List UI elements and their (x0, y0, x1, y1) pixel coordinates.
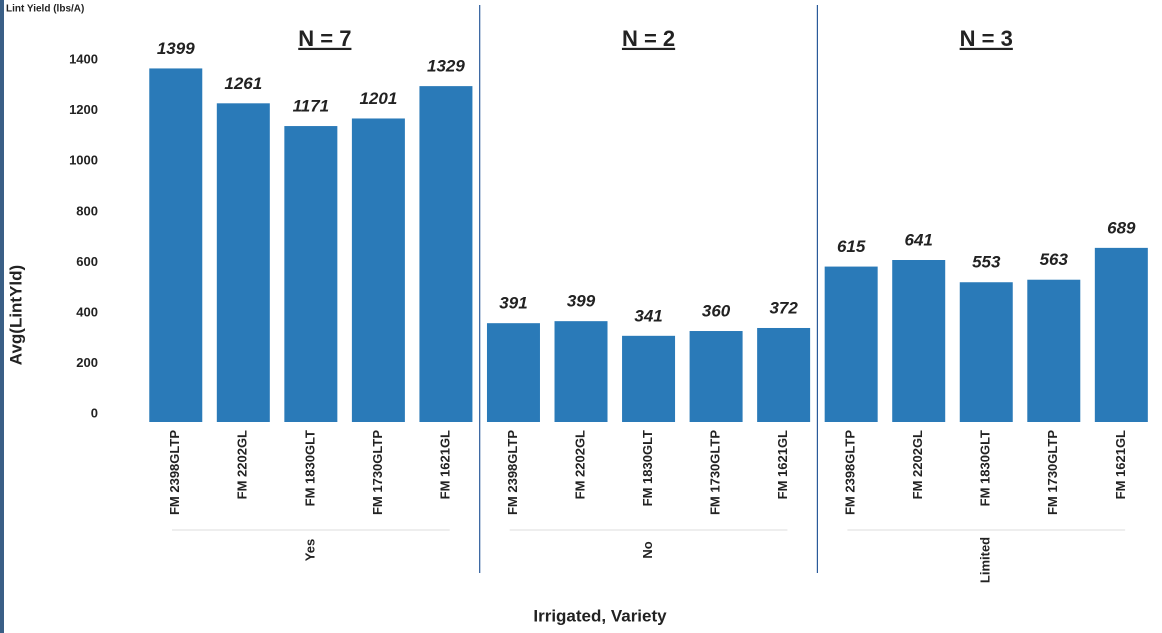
x-axis-title: Irrigated, Variety (533, 606, 667, 625)
group-label: Limited (978, 537, 993, 583)
panel-annotation: N = 2 (622, 26, 675, 51)
x-tick-label: FM 2398GLTP (167, 430, 182, 515)
x-tick-label: FM 1730GLTP (1045, 430, 1060, 515)
x-tick-label: FM 1830GLT (640, 430, 655, 506)
y-tick-label: 1400 (69, 52, 98, 67)
data-label: 399 (567, 292, 596, 311)
data-label: 341 (634, 306, 662, 325)
x-tick-label: FM 2202GL (235, 430, 250, 499)
bar (824, 266, 878, 422)
y-tick-label: 800 (76, 203, 98, 218)
x-tick-label: FM 1621GL (437, 430, 452, 499)
bar (284, 126, 338, 422)
y-tick-label: 0 (91, 405, 98, 420)
data-label: 553 (972, 253, 1001, 272)
data-label: 360 (702, 302, 731, 321)
data-label: 563 (1040, 250, 1069, 269)
bar (486, 323, 540, 422)
bar (351, 118, 405, 422)
bar (216, 103, 270, 422)
edge-strip (0, 0, 4, 633)
group-label: No (640, 541, 655, 558)
y-tick-label: 400 (76, 304, 98, 319)
x-tick-label: FM 1830GLT (302, 430, 317, 506)
bar (149, 68, 203, 423)
bar (622, 335, 676, 422)
x-tick-label: FM 1830GLT (978, 430, 993, 506)
x-tick-label: FM 1621GL (1113, 430, 1128, 499)
data-label: 689 (1107, 218, 1136, 237)
bar (689, 331, 743, 422)
data-label: 1329 (427, 57, 465, 76)
x-tick-label: FM 1621GL (775, 430, 790, 499)
data-label: 372 (769, 298, 798, 317)
y-tick-label: 1000 (69, 153, 98, 168)
y-tick-label: 200 (76, 355, 98, 370)
x-tick-label: FM 2202GL (910, 430, 925, 499)
bar (757, 327, 811, 422)
panel-annotation: N = 3 (960, 26, 1013, 51)
group-label: Yes (302, 539, 317, 561)
x-tick-label: FM 1730GLTP (708, 430, 723, 515)
chart-title: Lint Yield (lbs/A) (6, 4, 84, 15)
x-tick-label: FM 1730GLTP (370, 430, 385, 515)
data-label: 1201 (359, 89, 397, 108)
panel-annotation: N = 7 (298, 26, 351, 51)
y-axis-title: Avg(LintYld) (6, 265, 25, 365)
bar (892, 260, 946, 422)
data-label: 615 (837, 237, 866, 256)
data-label: 1399 (157, 39, 195, 58)
data-label: 391 (499, 294, 527, 313)
y-tick-label: 1200 (69, 102, 98, 117)
data-label: 641 (905, 230, 933, 249)
x-tick-label: FM 2202GL (572, 430, 587, 499)
bar (419, 86, 473, 422)
y-tick-label: 600 (76, 254, 98, 269)
data-label: 1171 (293, 97, 330, 116)
x-tick-label: FM 2398GLTP (843, 430, 858, 515)
data-label: 1261 (224, 74, 262, 93)
bar (1094, 247, 1148, 422)
bar (1027, 279, 1081, 422)
x-tick-label: FM 2398GLTP (505, 430, 520, 515)
bar (959, 282, 1013, 422)
bar (554, 321, 608, 422)
